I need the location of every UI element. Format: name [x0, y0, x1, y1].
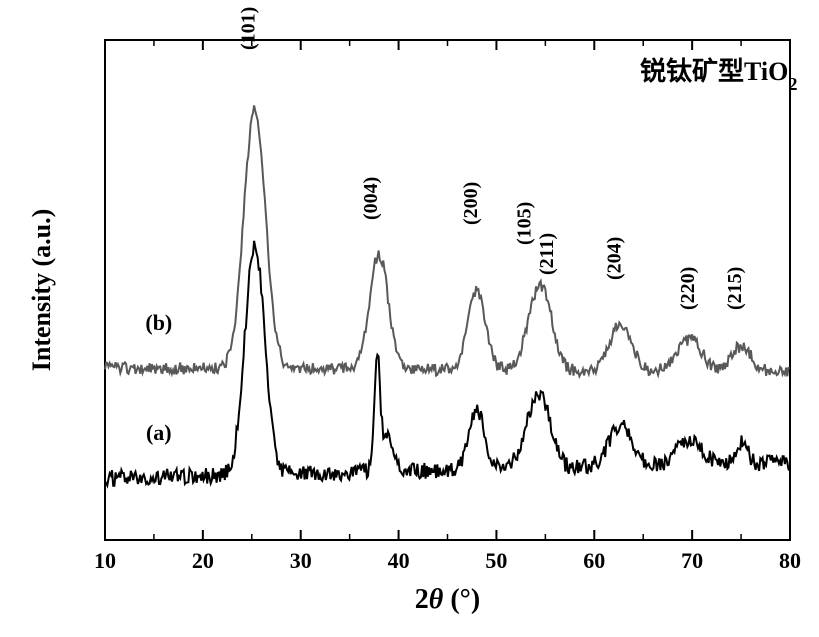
legend-text: 锐钛矿型TiO2	[640, 56, 797, 94]
x-tick-label: 60	[583, 548, 605, 573]
x-axis-label: 2θ (°)	[415, 584, 480, 615]
peak-label: (204)	[604, 237, 626, 280]
peak-label: (220)	[677, 267, 699, 310]
peak-label: (004)	[360, 177, 382, 220]
peak-label: (211)	[536, 233, 558, 275]
peak-label: (105)	[514, 202, 536, 245]
x-tick-label: 30	[290, 548, 312, 573]
peak-label: (200)	[460, 182, 482, 225]
curve-b	[105, 105, 790, 376]
xrd-chart: 10 20 30 40 50 60 70 80 2θ (°) Intensity (a.u.) 锐钛…	[0, 0, 819, 637]
x-tick-label: 50	[485, 548, 507, 573]
y-axis-label: Intensity (a.u.)	[27, 209, 56, 372]
series-label: (a)	[146, 420, 172, 445]
x-tick-label: 40	[388, 548, 410, 573]
series-label: (b)	[145, 310, 172, 335]
peak-label: (101)	[238, 7, 260, 50]
chart-svg: 10 20 30 40 50 60 70 80 2θ (°) Intensity (a.u.) 锐钛…	[0, 0, 819, 637]
peak-label: (215)	[724, 267, 746, 310]
x-tick-label: 20	[192, 548, 214, 573]
x-tick-label: 10	[94, 548, 116, 573]
x-tick-label: 80	[779, 548, 801, 573]
x-tick-label: 70	[681, 548, 703, 573]
